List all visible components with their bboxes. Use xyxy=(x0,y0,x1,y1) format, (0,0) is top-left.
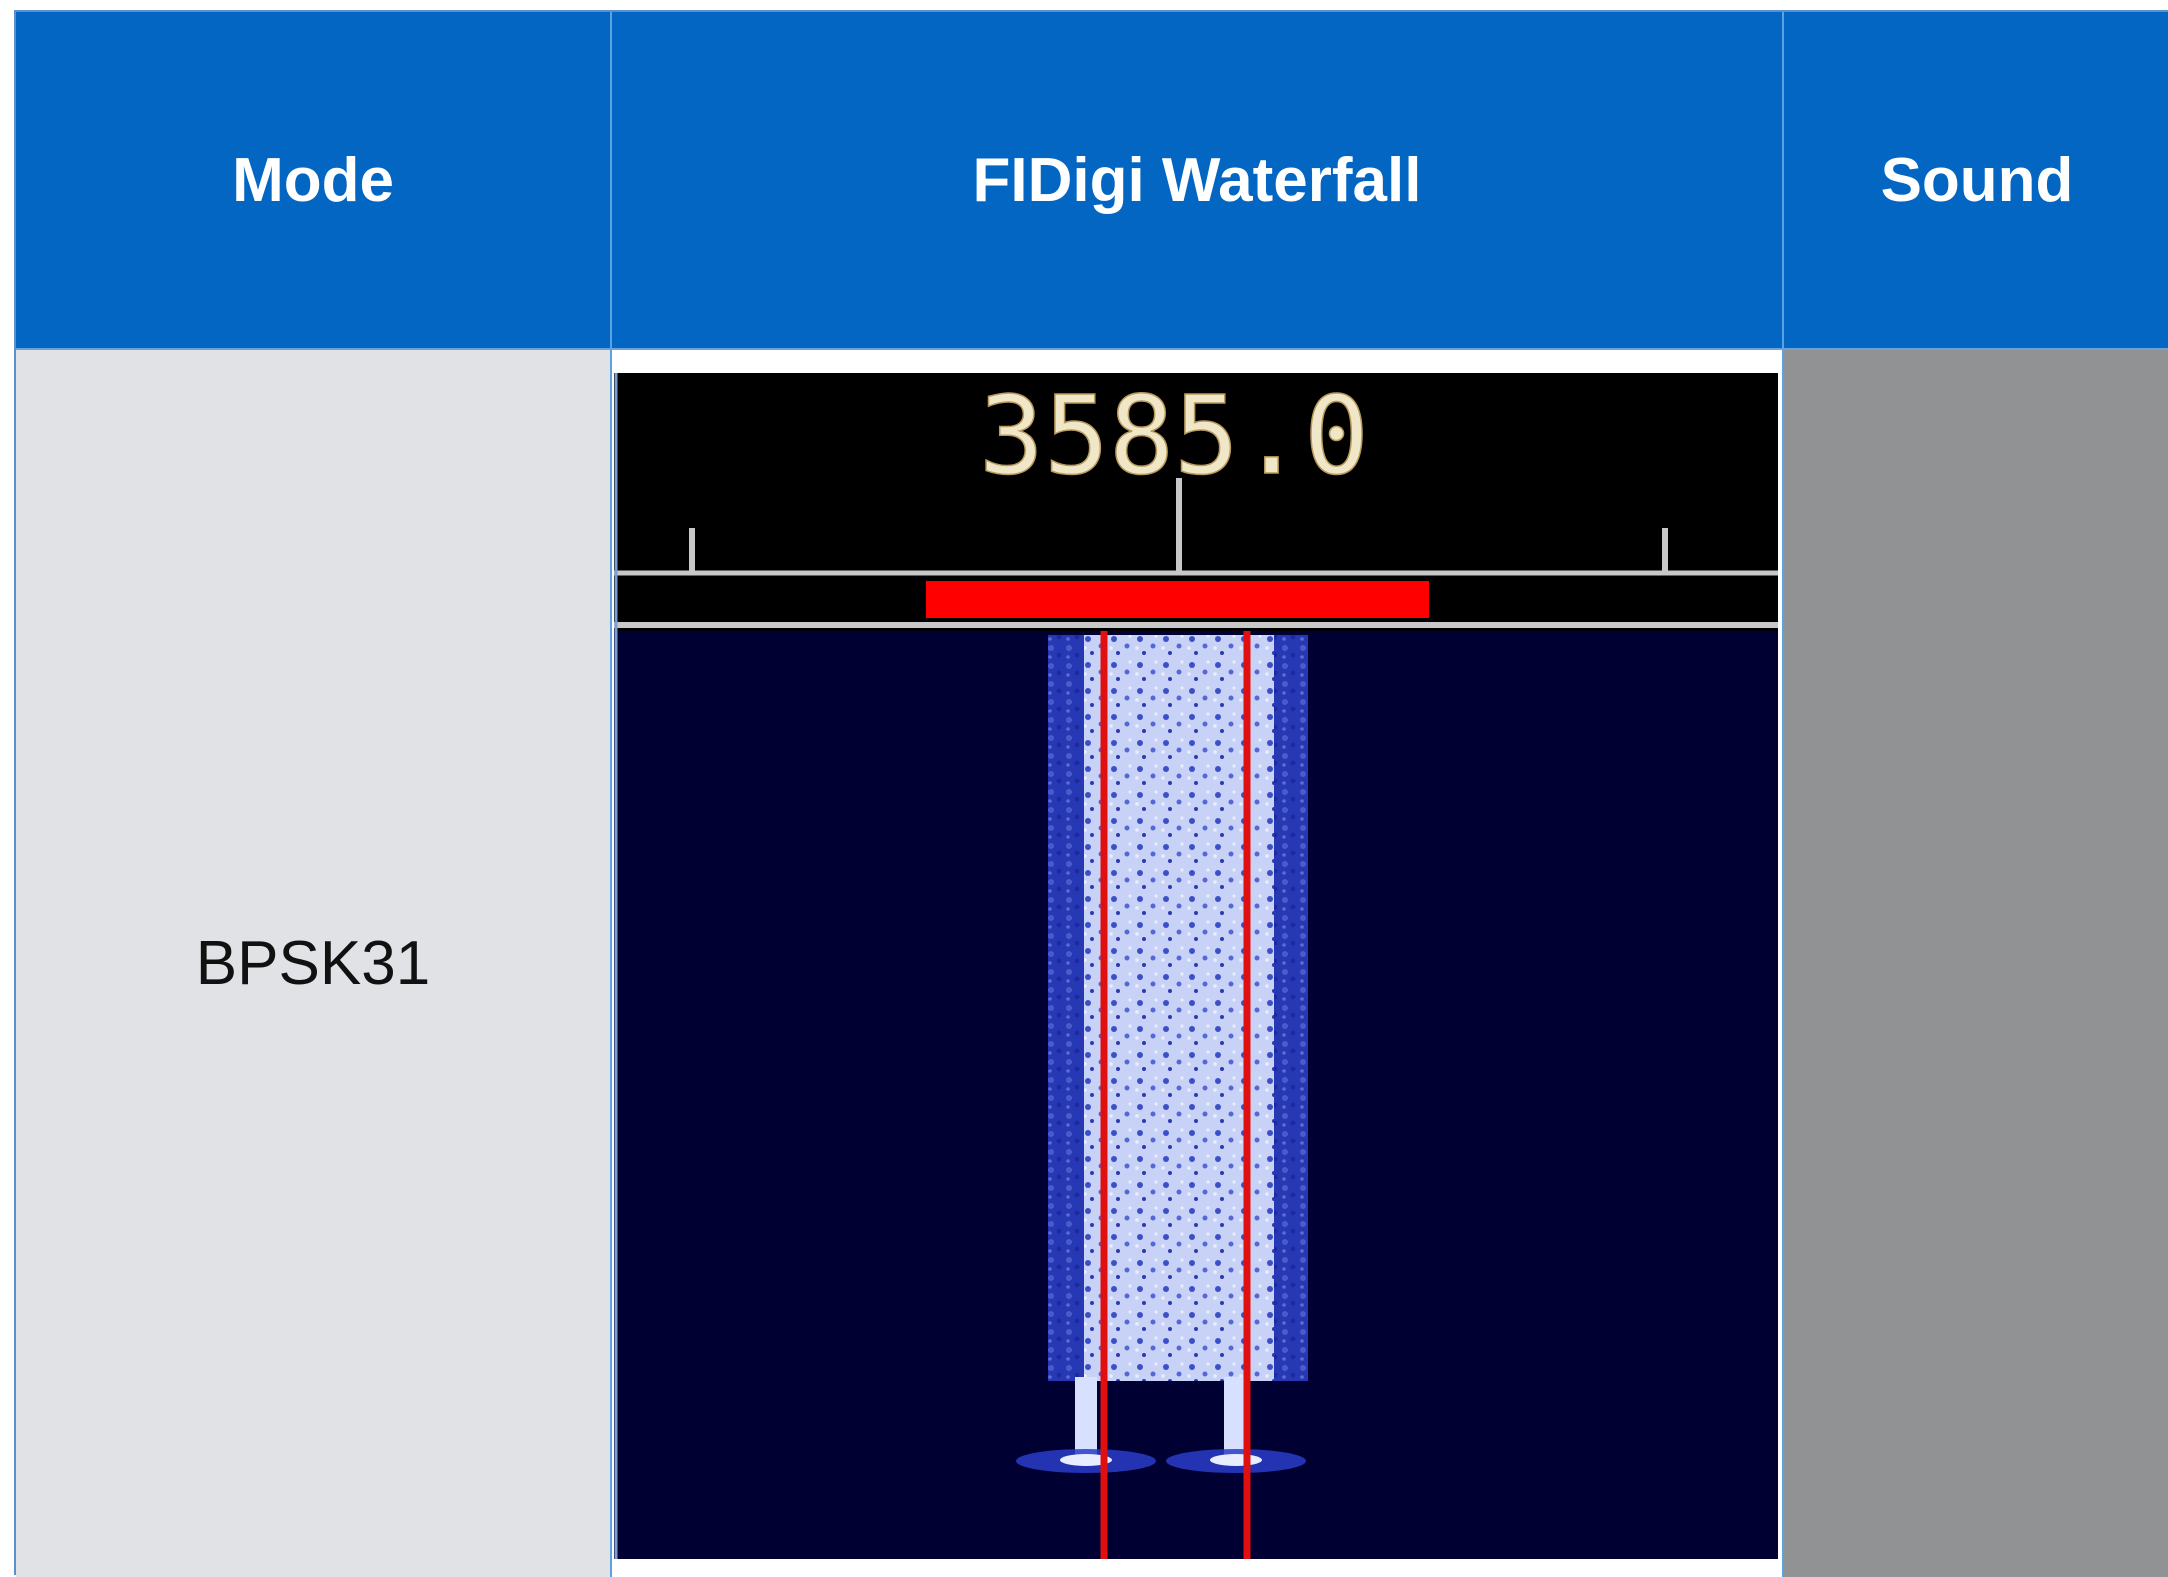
header-sound: Sound xyxy=(1782,12,2168,348)
sound-cell xyxy=(1782,348,2168,1577)
mode-table: Mode FIDigi Waterfall Sound BPSK31 xyxy=(14,10,2168,1577)
waterfall-image: 3585.0 xyxy=(614,373,1778,1559)
header-mode: Mode xyxy=(232,145,394,215)
waterfall-cell: 3585.0 xyxy=(610,348,1782,1577)
signal-bandwidth-bar xyxy=(926,581,1429,618)
table-row: BPSK31 xyxy=(16,348,2168,1577)
signal-trace xyxy=(1016,635,1308,1473)
header-waterfall: FIDigi Waterfall xyxy=(610,12,1782,348)
frequency-readout: 3585.0 xyxy=(979,374,1369,499)
mode-cell: BPSK31 xyxy=(16,348,610,1577)
table-header-row: Mode FIDigi Waterfall Sound xyxy=(16,12,2168,348)
